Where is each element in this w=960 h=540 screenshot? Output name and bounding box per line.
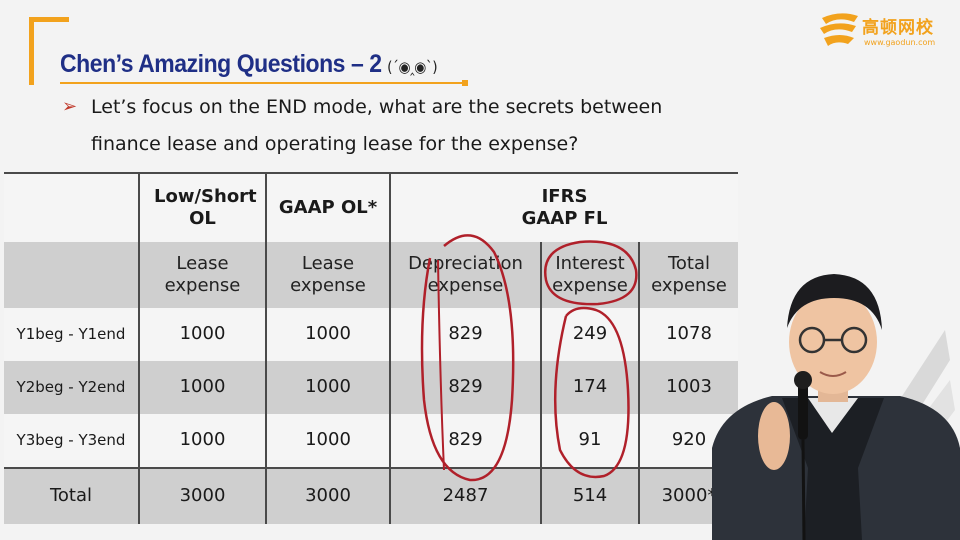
cell-total-expense: 1078 (637, 308, 739, 361)
table-header-row: Low/Short OL GAAP OL* IFRS GAAP FL (4, 172, 739, 242)
bullet-arrow-icon: ➢ (62, 96, 78, 117)
title-underline-dot (462, 80, 468, 86)
logo-mark-icon (820, 13, 858, 46)
lease-expense-table: Low/Short OL GAAP OL* IFRS GAAP FL Lease… (4, 172, 739, 524)
cell-low-short-ol: 1000 (138, 414, 266, 468)
subheader-depreciation-expense: Depreciation expense (389, 242, 541, 308)
total-depreciation: 2487 (389, 467, 541, 524)
table-row: Y2beg - Y2end 1000 1000 829 174 1003 (4, 361, 739, 414)
subheader-total-expense: Total expense (637, 242, 739, 308)
logo-url: www.gaodun.com (864, 38, 936, 47)
question-line-2: finance lease and operating lease for th… (91, 133, 579, 155)
cell-depreciation: 829 (389, 308, 541, 361)
subheader-cell-empty (4, 242, 139, 308)
slide-title: Chen’s Amazing Questions – 2 (ˊ◉‸◉ˋ) (60, 50, 438, 79)
header-ifrs-gaap-fl: IFRS GAAP FL (388, 172, 739, 242)
cell-low-short-ol: 1000 (138, 361, 266, 414)
total-interest: 514 (540, 467, 639, 524)
subheader-lease-expense-1: Lease expense (138, 242, 266, 308)
cell-interest: 91 (540, 414, 639, 468)
cell-depreciation: 829 (389, 361, 541, 414)
row-label: Y3beg - Y3end (4, 414, 139, 468)
cell-depreciation: 829 (389, 414, 541, 468)
total-label: Total (4, 467, 139, 524)
cell-gaap-ol: 1000 (265, 414, 390, 468)
presenter-video-overlay (712, 274, 960, 540)
subheader-lease-expense-2: Lease expense (265, 242, 390, 308)
row-label: Y2beg - Y2end (4, 361, 139, 414)
total-gaap-ol: 3000 (265, 467, 390, 524)
cell-low-short-ol: 1000 (138, 308, 266, 361)
cell-interest: 174 (540, 361, 639, 414)
header-low-short-ol: Low/Short OL (138, 172, 266, 242)
slide-corner-bracket (29, 17, 69, 85)
table-subheader-row: Lease expense Lease expense Depreciation… (4, 242, 739, 308)
cell-interest: 249 (540, 308, 639, 361)
cell-total-expense: 1003 (637, 361, 739, 414)
cell-gaap-ol: 1000 (265, 361, 390, 414)
slide-title-text: Chen’s Amazing Questions – 2 (60, 50, 382, 78)
row-label: Y1beg - Y1end (4, 308, 139, 361)
header-cell-empty (4, 172, 139, 242)
subheader-interest-expense: Interest expense (540, 242, 639, 308)
table-total-row: Total 3000 3000 2487 514 3000* (4, 467, 739, 524)
title-emoticon: (ˊ◉‸◉ˋ) (387, 58, 438, 76)
total-low-short-ol: 3000 (138, 467, 266, 524)
table-row: Y3beg - Y3end 1000 1000 829 91 920 (4, 414, 739, 468)
table-row: Y1beg - Y1end 1000 1000 829 249 1078 (4, 308, 739, 361)
title-underline (60, 82, 466, 84)
cell-gaap-ol: 1000 (265, 308, 390, 361)
gaodun-logo: 高顿网校 www.gaodun.com (818, 8, 948, 52)
header-gaap-ol: GAAP OL* (265, 172, 390, 242)
question-line-1: Let’s focus on the END mode, what are th… (91, 96, 663, 118)
logo-name: 高顿网校 (862, 18, 934, 38)
